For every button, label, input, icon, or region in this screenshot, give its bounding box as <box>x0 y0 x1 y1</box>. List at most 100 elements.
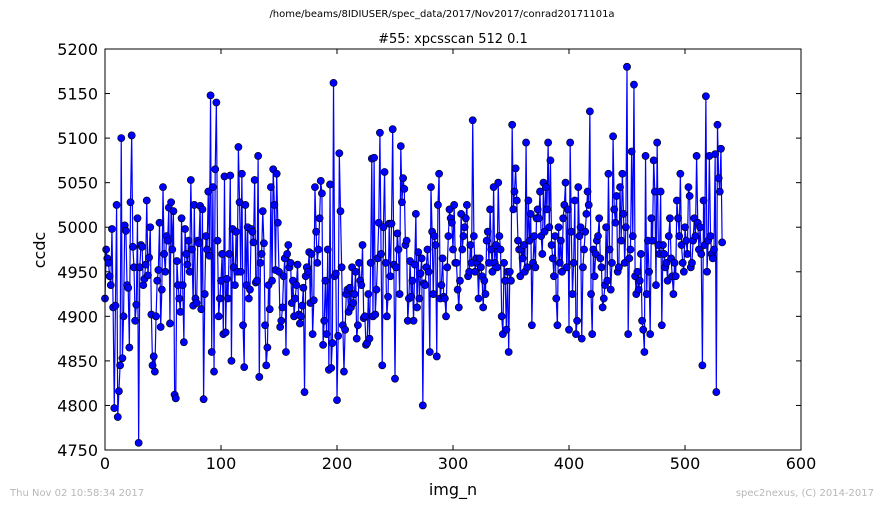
data-point <box>379 223 388 232</box>
data-point <box>701 92 710 101</box>
data-point <box>569 258 578 267</box>
data-point <box>552 294 561 303</box>
data-point <box>386 272 395 281</box>
data-point <box>649 156 658 165</box>
data-point <box>635 276 644 285</box>
data-point <box>398 198 406 207</box>
data-point <box>640 348 649 356</box>
data-point <box>231 281 239 290</box>
data-point <box>638 316 646 325</box>
data-point <box>460 223 469 232</box>
data-point <box>602 223 611 232</box>
data-point <box>683 250 692 258</box>
data-point <box>675 232 684 241</box>
data-point <box>237 169 246 178</box>
data-point <box>438 254 447 263</box>
data-point <box>387 219 396 228</box>
data-point <box>706 232 715 241</box>
data-point <box>566 138 575 147</box>
data-point <box>408 276 417 285</box>
data-point <box>304 267 312 276</box>
data-point <box>614 263 623 272</box>
data-point <box>547 241 556 249</box>
data-point <box>286 258 295 267</box>
y-tick-label: 4800 <box>57 396 98 415</box>
data-point <box>447 218 456 227</box>
data-point <box>279 272 288 281</box>
data-point <box>413 303 421 312</box>
data-point <box>111 301 120 310</box>
data-point <box>567 227 576 236</box>
data-point <box>323 245 332 254</box>
y-tick-label: 4750 <box>57 441 98 460</box>
data-point <box>523 263 532 272</box>
data-point <box>202 232 210 241</box>
x-tick-label: 600 <box>786 454 817 473</box>
data-point <box>213 236 222 245</box>
data-point <box>262 361 271 370</box>
data-point <box>634 285 643 294</box>
data-point <box>538 250 547 258</box>
data-point <box>616 183 624 192</box>
data-point <box>181 225 189 233</box>
data-point <box>703 267 711 276</box>
data-point <box>207 348 216 356</box>
data-point <box>584 201 593 209</box>
data-point <box>309 296 318 305</box>
data-point <box>365 334 374 343</box>
y-tick-label: 4950 <box>57 263 98 282</box>
data-point <box>261 321 269 330</box>
data-point <box>118 354 127 363</box>
data-point <box>197 305 206 314</box>
data-point <box>444 232 453 241</box>
data-point <box>370 153 379 162</box>
data-point <box>431 241 440 249</box>
data-point <box>597 263 606 272</box>
data-point <box>619 209 628 218</box>
data-point <box>159 183 167 192</box>
data-point <box>372 285 381 294</box>
data-point <box>396 142 405 151</box>
data-point <box>234 143 243 151</box>
data-point <box>163 236 172 245</box>
data-point <box>258 207 267 216</box>
data-point <box>603 276 612 285</box>
data-point <box>335 149 344 158</box>
data-point <box>105 272 114 281</box>
data-point <box>221 328 230 337</box>
data-point <box>351 267 360 276</box>
data-point <box>684 183 693 192</box>
data-point <box>544 138 553 147</box>
data-point <box>171 394 180 403</box>
data-point <box>610 205 619 214</box>
data-point <box>466 241 475 249</box>
y-axis-label: ccdc <box>30 232 49 269</box>
data-point <box>660 250 669 258</box>
data-point <box>512 196 521 205</box>
data-point <box>210 367 218 376</box>
data-point <box>626 245 635 254</box>
data-point <box>113 413 122 421</box>
data-point <box>691 232 700 241</box>
data-point <box>456 276 464 285</box>
data-point <box>179 338 188 347</box>
data-point <box>185 267 194 276</box>
data-point <box>141 260 150 269</box>
data-point <box>307 250 316 258</box>
data-point <box>380 168 389 176</box>
data-point <box>350 290 359 298</box>
data-point <box>674 214 682 223</box>
data-point <box>273 218 282 227</box>
data-point <box>508 120 517 129</box>
data-point <box>161 267 170 276</box>
data-point <box>125 343 134 352</box>
data-point <box>621 223 630 232</box>
data-point <box>554 223 563 232</box>
x-tick-label: 100 <box>206 454 237 473</box>
data-point <box>533 205 542 214</box>
data-point <box>392 263 401 272</box>
data-point <box>124 283 133 292</box>
data-point <box>522 138 530 147</box>
data-point <box>496 245 505 254</box>
data-point <box>476 263 485 272</box>
